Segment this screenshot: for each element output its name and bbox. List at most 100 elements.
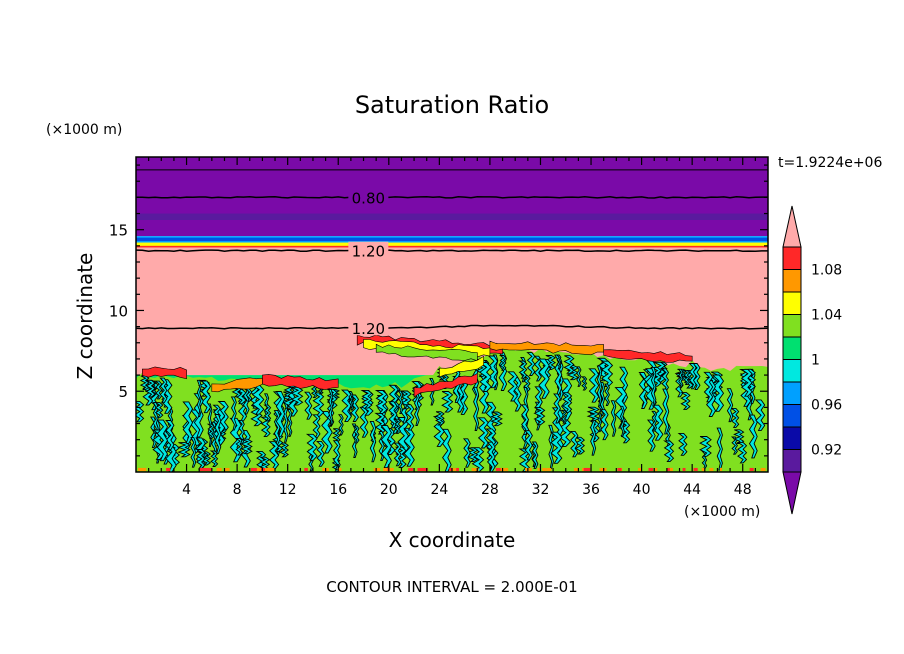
texture-cell	[520, 404, 530, 435]
texture-cell	[405, 404, 415, 431]
texture-cell	[282, 399, 289, 443]
patch	[262, 374, 339, 390]
texture-cell	[303, 391, 313, 420]
texture-cell	[688, 363, 697, 390]
texture-cell	[586, 406, 601, 422]
contour-label: 1.20	[352, 320, 385, 338]
patch	[603, 349, 693, 363]
texture-cell	[165, 420, 175, 451]
ground-patch	[720, 467, 723, 471]
texture-cell	[466, 447, 479, 463]
ground-patch	[205, 467, 212, 471]
ground-patch	[617, 467, 622, 471]
x-tick-label: 16	[329, 482, 347, 498]
contour-label: 1.20	[352, 243, 385, 261]
ground-patch	[373, 467, 381, 471]
texture-cell	[555, 354, 562, 370]
colorbar-over-arrow	[782, 205, 802, 248]
ground-patch	[199, 467, 206, 471]
blue-band	[136, 237, 768, 241]
texture-cell	[682, 369, 691, 385]
texture-cell	[705, 380, 717, 417]
chart-title: Saturation Ratio	[355, 91, 549, 119]
ground-patch	[417, 467, 423, 471]
texture-cell	[279, 442, 289, 458]
ground-patch	[495, 467, 503, 471]
ground-patch	[638, 467, 642, 471]
texture-cell	[393, 442, 402, 467]
contour-label-bg	[348, 241, 389, 258]
texture-cell	[548, 424, 554, 470]
texture-cell	[156, 419, 169, 462]
texture-cell	[441, 428, 452, 472]
texture-cell	[619, 405, 625, 437]
lower-field-texture	[136, 351, 766, 472]
texture-cell	[736, 441, 748, 464]
texture-cell	[332, 428, 341, 443]
texture-cell	[380, 425, 392, 469]
colorbar-tick-label: 0.92	[811, 443, 842, 459]
x-tick-label: 24	[430, 482, 448, 498]
ground-patch	[525, 467, 532, 471]
ground-patch	[542, 467, 547, 471]
ground-patch	[574, 467, 579, 471]
texture-cell	[651, 410, 658, 432]
colorbar-segment	[782, 269, 802, 293]
texture-cell	[347, 391, 354, 409]
texture-cell	[730, 407, 740, 428]
texture-cell	[209, 450, 219, 467]
texture-cell	[350, 394, 360, 422]
ground-patch	[225, 467, 230, 471]
contour-line-2	[136, 324, 768, 330]
texture-cell	[238, 419, 245, 445]
ground-patch	[385, 467, 390, 471]
texture-cell	[159, 377, 168, 404]
contour-label-bg	[348, 188, 389, 205]
colorbar-segment	[782, 449, 802, 473]
texture-cell	[144, 379, 156, 398]
ground-patch	[546, 467, 552, 471]
colorbar-segment	[782, 426, 802, 450]
patch	[413, 373, 478, 398]
ground-patch	[337, 467, 342, 471]
texture-cell	[263, 404, 272, 422]
colorbar-segment	[782, 404, 802, 428]
texture-cell	[478, 362, 492, 392]
texture-cell	[396, 417, 410, 455]
texture-cell	[662, 388, 670, 435]
colorbar-segment	[782, 359, 802, 383]
texture-cell	[575, 366, 582, 387]
ground-patch	[749, 467, 754, 471]
texture-cell	[522, 375, 531, 392]
x-tick-label: 40	[633, 482, 651, 498]
texture-cell	[610, 400, 617, 437]
ground-patch	[682, 467, 686, 471]
colorbar: 0.92 0.96 1 1.04 1.08	[782, 205, 842, 515]
ground-patch	[693, 467, 698, 471]
texture-cell	[561, 392, 573, 414]
x-tick-label: 20	[380, 482, 398, 498]
ground-patch	[537, 467, 540, 471]
colorbar-segment	[782, 381, 802, 405]
texture-cell	[533, 355, 542, 382]
texture-cell	[549, 431, 563, 464]
ground-patch	[669, 467, 673, 471]
ground-patch	[648, 467, 654, 471]
texture-cell	[182, 401, 194, 444]
ground-patch	[408, 467, 414, 471]
colorbar-tick-label: 1	[811, 353, 820, 369]
texture-cell	[599, 409, 609, 441]
texture-cell	[374, 390, 388, 414]
texture-cell	[435, 411, 445, 426]
texture-cell	[726, 388, 734, 423]
texture-cell	[506, 371, 518, 402]
texture-cell	[441, 391, 454, 413]
contour-label-bg	[348, 319, 389, 336]
y-tick-label: 10	[109, 302, 128, 320]
ground-patch	[504, 467, 509, 471]
texture-cell	[596, 412, 603, 433]
y-tick-label: 15	[109, 222, 128, 240]
patch	[142, 366, 187, 380]
texture-cell	[369, 420, 377, 463]
texture-cell	[230, 396, 237, 431]
